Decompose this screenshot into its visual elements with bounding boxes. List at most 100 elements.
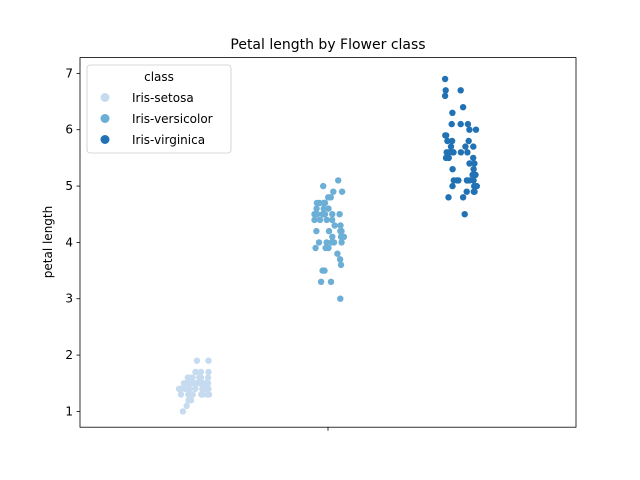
data-point-iris-setosa xyxy=(199,391,206,398)
data-point-iris-virginica xyxy=(447,143,455,150)
data-point-iris-virginica xyxy=(457,149,465,156)
data-point-iris-versicolor xyxy=(330,239,338,246)
y-axis: 1 2 3 4 5 6 7 xyxy=(65,66,80,418)
data-point-iris-virginica xyxy=(459,104,467,111)
data-point-iris-virginica xyxy=(449,182,456,190)
data-point-iris-versicolor xyxy=(321,267,328,274)
data-point-iris-setosa xyxy=(205,357,212,364)
data-point-iris-versicolor xyxy=(337,233,345,240)
data-point-iris-setosa xyxy=(180,380,188,387)
data-point-iris-virginica xyxy=(472,126,480,133)
data-point-iris-setosa xyxy=(179,408,187,415)
data-point-iris-setosa xyxy=(177,391,185,398)
data-point-iris-versicolor xyxy=(311,216,318,224)
data-point-iris-virginica xyxy=(457,87,464,94)
data-point-iris-virginica xyxy=(457,120,464,128)
data-point-iris-virginica xyxy=(470,188,477,195)
data-point-iris-setosa xyxy=(205,368,212,376)
y-tick-label: 1 xyxy=(65,404,73,418)
data-point-iris-setosa xyxy=(183,402,190,409)
data-point-iris-virginica xyxy=(448,137,456,145)
data-point-iris-setosa xyxy=(186,385,193,393)
data-point-iris-setosa xyxy=(189,374,196,381)
data-point-iris-versicolor xyxy=(337,261,345,269)
data-point-iris-virginica xyxy=(449,109,456,117)
data-point-iris-setosa xyxy=(196,374,203,381)
data-point-iris-versicolor xyxy=(335,177,342,184)
data-point-iris-virginica xyxy=(466,160,473,167)
data-point-iris-versicolor xyxy=(313,227,320,235)
data-points xyxy=(175,75,480,415)
data-point-iris-virginica xyxy=(455,177,462,184)
legend-label: Iris-versicolor xyxy=(132,112,213,126)
data-point-iris-virginica xyxy=(470,143,477,150)
data-point-iris-virginica xyxy=(449,166,456,173)
data-point-iris-versicolor xyxy=(329,233,336,240)
chart-title: Petal length by Flower class xyxy=(230,37,425,53)
data-point-iris-versicolor xyxy=(317,278,325,285)
data-point-iris-versicolor xyxy=(334,250,341,257)
y-tick-label: 7 xyxy=(65,66,73,80)
data-point-iris-versicolor xyxy=(321,211,329,218)
y-tick-label: 6 xyxy=(65,123,73,137)
data-point-iris-setosa xyxy=(192,368,199,376)
data-point-iris-virginica xyxy=(464,120,472,128)
data-point-iris-virginica xyxy=(448,120,455,128)
data-point-iris-versicolor xyxy=(336,211,343,218)
legend-title: class xyxy=(144,70,174,84)
data-point-iris-setosa xyxy=(189,391,196,398)
data-point-iris-versicolor xyxy=(312,244,319,252)
data-point-iris-setosa xyxy=(182,385,189,393)
data-point-iris-virginica xyxy=(470,166,477,173)
data-point-iris-versicolor xyxy=(329,211,336,218)
data-point-iris-virginica xyxy=(463,177,471,184)
y-tick-label: 4 xyxy=(65,235,73,249)
legend-label: Iris-virginica xyxy=(132,133,205,147)
data-point-iris-versicolor xyxy=(315,239,323,246)
legend-label: Iris-setosa xyxy=(132,91,194,105)
y-tick-label: 2 xyxy=(65,348,73,362)
data-point-iris-setosa xyxy=(193,357,201,364)
data-point-iris-versicolor xyxy=(337,227,344,235)
data-point-iris-virginica xyxy=(472,171,479,178)
data-point-iris-versicolor xyxy=(330,188,337,195)
y-tick-label: 3 xyxy=(65,292,73,306)
data-point-iris-setosa xyxy=(204,374,212,381)
y-axis-label: petal length xyxy=(41,206,55,278)
data-point-iris-virginica xyxy=(446,149,453,156)
data-point-iris-versicolor xyxy=(320,182,327,190)
data-point-iris-virginica xyxy=(441,92,449,100)
data-point-iris-virginica xyxy=(443,132,450,139)
data-point-iris-virginica xyxy=(471,160,478,167)
data-point-iris-virginica xyxy=(473,182,480,190)
data-point-iris-virginica xyxy=(445,194,452,201)
data-point-iris-virginica xyxy=(462,143,469,150)
data-point-iris-virginica xyxy=(442,154,450,162)
legend-marker xyxy=(100,93,110,102)
data-point-iris-versicolor xyxy=(338,239,345,246)
data-point-iris-versicolor xyxy=(323,216,330,224)
data-point-iris-versicolor xyxy=(316,216,324,224)
data-point-iris-setosa xyxy=(197,368,205,376)
legend: class Iris-setosa Iris-versicolor Iris-vir… xyxy=(86,64,232,154)
data-point-iris-versicolor xyxy=(337,222,344,229)
data-point-iris-setosa xyxy=(185,391,192,398)
data-point-iris-versicolor xyxy=(336,256,344,263)
data-point-iris-setosa xyxy=(205,385,212,393)
data-point-iris-versicolor xyxy=(331,222,338,229)
data-point-iris-versicolor xyxy=(325,205,332,212)
data-point-iris-virginica xyxy=(459,194,467,201)
data-point-iris-setosa xyxy=(177,385,184,393)
data-point-iris-setosa xyxy=(185,380,192,387)
data-point-iris-versicolor xyxy=(327,194,334,201)
legend-box xyxy=(86,64,232,154)
data-point-iris-setosa xyxy=(184,374,191,381)
data-point-iris-versicolor xyxy=(323,239,330,246)
data-point-iris-virginica xyxy=(464,149,471,156)
data-point-iris-setosa xyxy=(185,397,192,404)
data-point-iris-versicolor xyxy=(311,211,318,218)
data-point-iris-versicolor xyxy=(325,227,333,235)
data-point-iris-virginica xyxy=(444,137,451,145)
data-point-iris-virginica xyxy=(465,137,472,145)
data-point-iris-versicolor xyxy=(321,199,328,207)
